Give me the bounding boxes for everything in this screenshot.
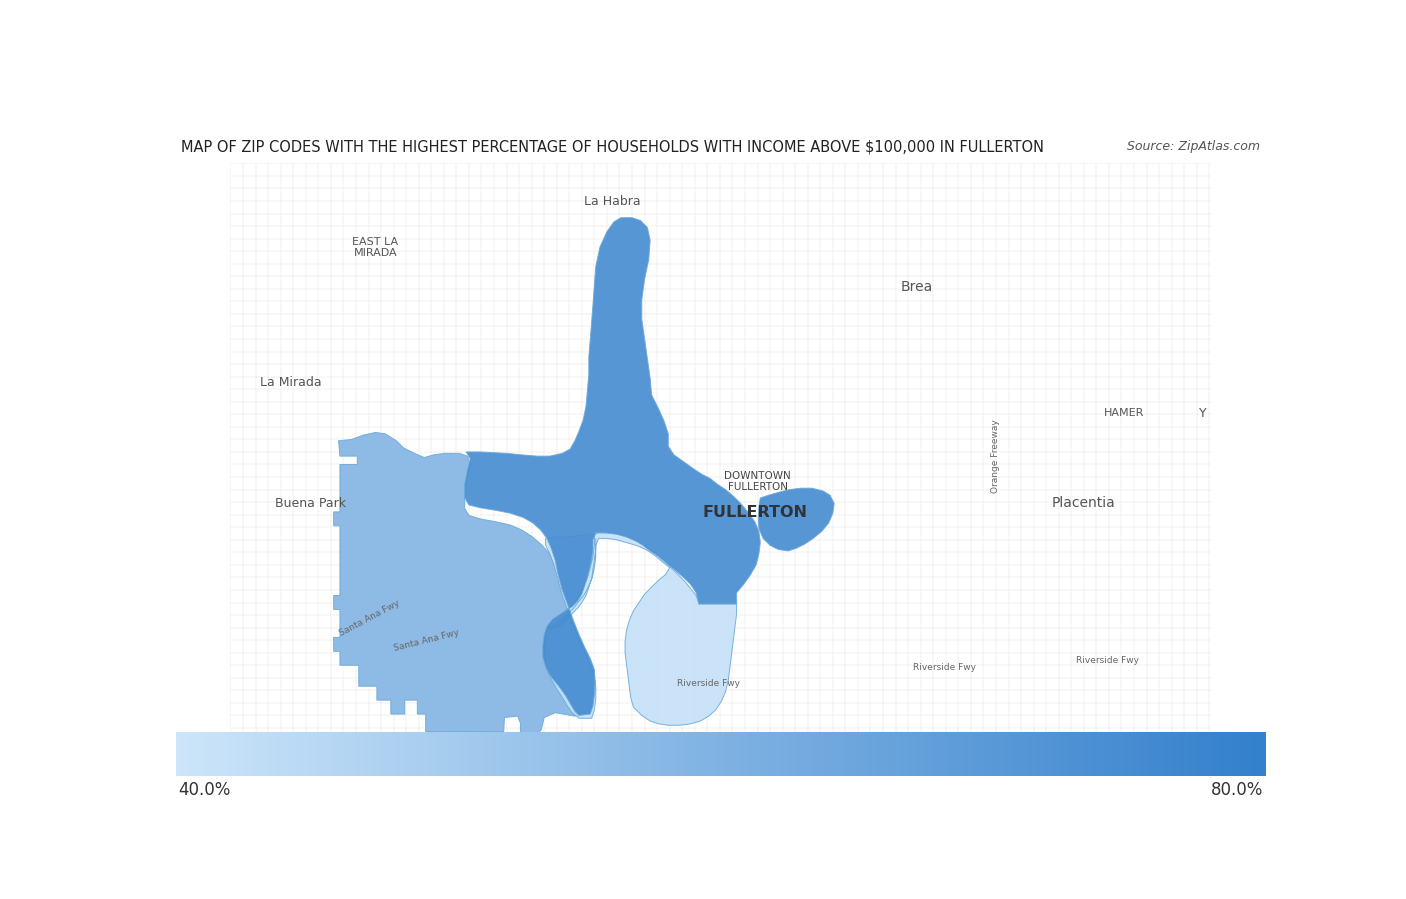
Text: La Mirada: La Mirada xyxy=(260,376,322,389)
Text: Y: Y xyxy=(1199,407,1206,420)
Text: DOWNTOWN
FULLERTON: DOWNTOWN FULLERTON xyxy=(724,471,792,493)
Text: Santa Ana Fwy: Santa Ana Fwy xyxy=(392,628,460,653)
Text: Placentia: Placentia xyxy=(1052,496,1115,510)
Polygon shape xyxy=(333,432,596,736)
Polygon shape xyxy=(758,488,834,551)
Text: 80.0%: 80.0% xyxy=(1211,781,1263,799)
Text: Orange Freeway: Orange Freeway xyxy=(991,419,1000,493)
Text: Buena Park: Buena Park xyxy=(276,496,346,510)
Text: HAMER: HAMER xyxy=(1104,408,1144,418)
Text: Riverside Fwy: Riverside Fwy xyxy=(1076,656,1139,665)
Text: Riverside Fwy: Riverside Fwy xyxy=(912,663,976,672)
Text: Riverside Fwy: Riverside Fwy xyxy=(678,680,741,689)
Text: Santa Ana Fwy: Santa Ana Fwy xyxy=(337,598,401,637)
Text: Brea: Brea xyxy=(900,280,932,294)
Text: 40.0%: 40.0% xyxy=(179,781,231,799)
Polygon shape xyxy=(465,218,761,716)
Polygon shape xyxy=(546,533,737,725)
Text: EAST LA
MIRADA: EAST LA MIRADA xyxy=(353,236,398,258)
Text: FULLERTON: FULLERTON xyxy=(703,505,807,521)
Text: La Habra: La Habra xyxy=(585,195,641,209)
Text: Source: ZipAtlas.com: Source: ZipAtlas.com xyxy=(1128,140,1260,153)
Text: MAP OF ZIP CODES WITH THE HIGHEST PERCENTAGE OF HOUSEHOLDS WITH INCOME ABOVE $10: MAP OF ZIP CODES WITH THE HIGHEST PERCEN… xyxy=(181,139,1045,155)
